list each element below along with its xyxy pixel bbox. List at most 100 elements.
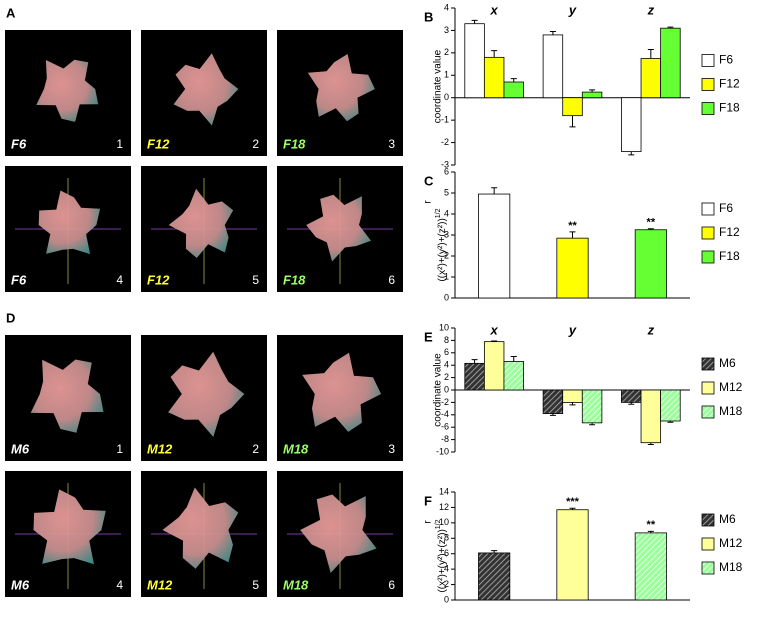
render-shape [307, 54, 375, 122]
legend-swatch [701, 405, 715, 419]
y-tick-label: 2 [444, 250, 449, 260]
render-shape [30, 359, 104, 433]
y-label: coordinate value [433, 353, 444, 427]
y-label-r: r [423, 520, 434, 524]
tile-number: 2 [252, 137, 259, 151]
y-tick-label: 12 [439, 502, 449, 512]
tile-name: M6 [11, 577, 30, 592]
tile-number: 6 [388, 273, 395, 287]
error-bar [647, 228, 654, 230]
legend-swatch [701, 226, 715, 240]
legend-swatch [701, 381, 715, 395]
y-label-main: ((x²)+(y²)+(z²)) [437, 529, 448, 592]
error-bar [569, 507, 576, 510]
error-bar [510, 78, 517, 83]
error-bar [549, 31, 556, 35]
error-bar [569, 115, 576, 128]
legend-label: F12 [719, 77, 740, 91]
tile-name: M12 [147, 441, 173, 456]
bar [464, 362, 485, 391]
legend-label: F6 [719, 201, 733, 215]
bar [621, 97, 642, 152]
bar [640, 389, 662, 444]
y-label-sup: 1/2 [435, 519, 442, 529]
bar [503, 361, 524, 391]
tile-name: F6 [11, 136, 27, 151]
render-shape [300, 494, 377, 573]
y-label: ((x²)+(y²)+(z²))1/2 [435, 208, 448, 281]
render-shape [302, 352, 382, 432]
legend-label: F18 [719, 101, 740, 115]
y-tick-label: -2 [441, 137, 449, 147]
legend-swatch [701, 357, 715, 371]
tile-number: 6 [388, 578, 395, 592]
panel-letter: A [6, 5, 16, 20]
tile-name: F18 [283, 136, 306, 151]
y-tick-label: 8 [444, 533, 449, 543]
y-tick-label: -6 [441, 422, 449, 432]
bar [562, 97, 583, 117]
y-tick-label: 14 [439, 486, 449, 496]
render-shape [162, 487, 239, 569]
render-shape [36, 59, 99, 122]
y-label-sup: 1/2 [435, 208, 442, 218]
y-tick-label: -8 [441, 434, 449, 444]
bar [483, 56, 505, 99]
error-bar [647, 530, 654, 533]
bar [542, 34, 564, 99]
y-tick-label: 4 [444, 360, 449, 370]
legend-label: F6 [719, 53, 733, 67]
bar [562, 389, 583, 403]
tile-number: 4 [116, 273, 123, 287]
y-tick-label: 0 [444, 384, 449, 394]
group-label: z [647, 322, 655, 337]
y-label-main: ((x²)+(y²)+(z²)) [437, 218, 448, 281]
bar [660, 389, 681, 422]
y-tick-label: -4 [441, 409, 449, 419]
y-tick-label: 4 [444, 564, 449, 574]
error-bar [471, 359, 478, 364]
render-shape [173, 53, 239, 126]
legend-label: M18 [719, 404, 743, 418]
tile-number: 1 [116, 137, 123, 151]
error-bar [589, 422, 596, 426]
y-tick-label: 2 [444, 47, 449, 57]
legend-swatch [701, 513, 715, 527]
error-bar [647, 442, 654, 446]
significance: ** [568, 220, 577, 232]
bar [478, 193, 511, 299]
group-label: x [490, 2, 499, 17]
y-tick-label: 5 [444, 187, 449, 197]
y-tick-label: 0 [444, 594, 449, 604]
bar [542, 389, 564, 414]
bar [503, 81, 524, 99]
y-tick-label: 4 [444, 208, 449, 218]
panel-letter: B [424, 9, 433, 24]
y-tick-label: 10 [439, 322, 449, 332]
y-tick-label: 6 [444, 548, 449, 558]
error-bar [628, 151, 635, 156]
y-tick-label: -1 [441, 115, 449, 125]
tile-number: 5 [252, 273, 259, 287]
tile-number: 3 [388, 442, 395, 456]
y-tick-label: 6 [444, 166, 449, 176]
render-shape [306, 194, 371, 262]
group-label: y [568, 322, 577, 337]
render-shape [168, 188, 234, 258]
legend-label: M18 [719, 560, 743, 574]
error-bar [491, 50, 498, 58]
error-bar [569, 402, 576, 406]
tile-number: 2 [252, 442, 259, 456]
render-shape [38, 190, 101, 255]
error-bar [510, 356, 517, 362]
error-bar [628, 402, 635, 405]
panel-letter: F [424, 493, 432, 508]
bar [556, 509, 589, 601]
bar [621, 389, 642, 403]
y-tick-label: 0 [444, 292, 449, 302]
y-tick-label: -2 [441, 397, 449, 407]
error-bar [549, 413, 556, 416]
panel-letter: D [6, 310, 15, 325]
significance: *** [566, 496, 580, 508]
